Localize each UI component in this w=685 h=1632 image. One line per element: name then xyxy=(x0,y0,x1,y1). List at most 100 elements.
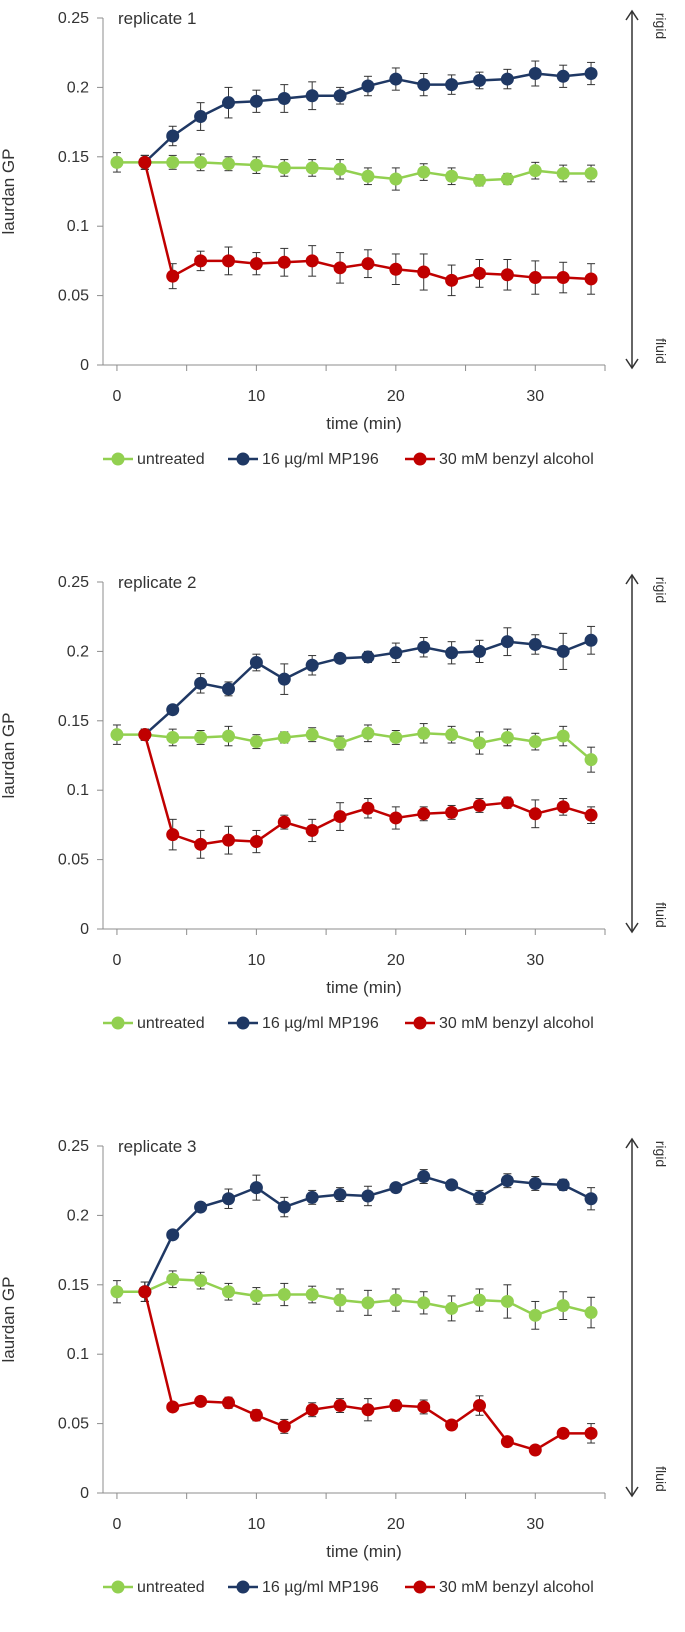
data-point xyxy=(249,1289,263,1303)
data-point xyxy=(222,1396,235,1410)
data-point xyxy=(194,676,208,690)
data-point xyxy=(389,1399,403,1413)
data-point xyxy=(528,1308,542,1322)
data-point xyxy=(556,166,570,180)
data-point xyxy=(277,1200,291,1214)
data-point xyxy=(138,728,152,742)
data-point xyxy=(277,730,291,744)
data-point xyxy=(556,271,570,285)
x-tick-label: 30 xyxy=(526,952,544,969)
data-point xyxy=(584,753,598,767)
data-point xyxy=(389,172,403,186)
data-point xyxy=(473,73,486,87)
data-point xyxy=(500,72,514,86)
y-tick-label: 0.2 xyxy=(67,1207,89,1224)
data-point xyxy=(473,798,486,812)
data-point xyxy=(166,730,180,744)
data-point xyxy=(333,651,347,665)
legend-label: untreated xyxy=(137,1579,205,1596)
arrow-head-up xyxy=(625,1137,639,1149)
data-point xyxy=(333,89,347,103)
data-point xyxy=(389,1181,403,1195)
fluid-label: fluid xyxy=(653,338,669,364)
data-point xyxy=(417,1400,431,1414)
x-tick-label: 30 xyxy=(526,1516,544,1533)
y-tick-label: 0.1 xyxy=(67,782,89,799)
x-tick-label: 20 xyxy=(387,1516,405,1533)
data-point xyxy=(305,1190,319,1204)
data-point xyxy=(249,94,263,108)
data-point xyxy=(110,728,124,742)
legend-item-2: 16 µg/ml MP196 xyxy=(228,1015,379,1032)
data-point xyxy=(333,1399,347,1413)
data-point xyxy=(445,78,459,92)
legend-item-3: 30 mM benzyl alcohol xyxy=(405,1015,594,1032)
data-point xyxy=(333,162,347,176)
data-point xyxy=(222,1192,235,1206)
series-line xyxy=(116,732,592,761)
data-point xyxy=(249,735,263,749)
data-point xyxy=(556,1178,570,1192)
data-point xyxy=(277,1288,291,1302)
x-tick-label: 10 xyxy=(247,952,265,969)
data-point xyxy=(305,254,319,268)
y-tick-label: 0.2 xyxy=(67,79,89,96)
series-3 xyxy=(138,728,598,859)
y-tick-label: 0.2 xyxy=(67,643,89,660)
data-point xyxy=(333,736,347,750)
series-2 xyxy=(138,60,598,170)
data-point xyxy=(528,271,542,285)
data-point xyxy=(445,1418,459,1432)
data-point xyxy=(556,69,570,83)
data-point xyxy=(361,1296,375,1310)
data-point xyxy=(222,96,235,110)
data-point xyxy=(249,1408,263,1422)
chart-panel-2: 0 0.05 0.1 0.15 0.2 0.25 0 10 20 30 time (min) laur… xyxy=(0,573,669,1032)
data-point xyxy=(138,155,152,169)
legend-label: 30 mM benzyl alcohol xyxy=(439,451,594,468)
data-point xyxy=(361,801,375,815)
data-point xyxy=(528,735,542,749)
legend-label: 30 mM benzyl alcohol xyxy=(439,1579,594,1596)
data-point xyxy=(333,810,347,824)
data-point xyxy=(194,730,208,744)
y-axis-title: laurdan GP xyxy=(0,1277,18,1363)
x-tick-label: 0 xyxy=(112,1516,121,1533)
data-point xyxy=(222,157,235,171)
legend-item-3: 30 mM benzyl alcohol xyxy=(405,1579,594,1596)
y-tick-label: 0.05 xyxy=(58,288,89,305)
y-tick-label: 0 xyxy=(80,921,89,938)
data-point xyxy=(445,1178,459,1192)
x-tick-label: 0 xyxy=(112,388,121,405)
x-tick-label: 20 xyxy=(387,388,405,405)
data-point xyxy=(166,1272,180,1286)
data-point xyxy=(194,1394,208,1408)
y-tick-label: 0.05 xyxy=(58,852,89,869)
data-point xyxy=(194,1274,208,1288)
y-tick-label: 0 xyxy=(80,357,89,374)
data-point xyxy=(249,257,263,271)
data-point xyxy=(194,110,208,124)
data-point xyxy=(277,672,291,686)
data-point xyxy=(528,164,542,178)
data-point xyxy=(584,1306,598,1320)
y-tick-label: 0.15 xyxy=(58,1277,89,1294)
data-point xyxy=(361,650,375,664)
data-point xyxy=(194,254,208,268)
data-point xyxy=(500,1435,514,1449)
data-point xyxy=(166,703,180,717)
data-point xyxy=(584,633,598,647)
series-2 xyxy=(138,625,598,742)
data-point xyxy=(166,269,180,283)
fluid-label: fluid xyxy=(653,1466,669,1492)
panel-title: replicate 2 xyxy=(118,573,196,592)
y-tick-label: 0.25 xyxy=(58,1138,89,1155)
legend-marker xyxy=(413,1580,427,1594)
chart-panel-3: 0 0.05 0.1 0.15 0.2 0.25 0 10 20 30 time (min) laur… xyxy=(0,1137,669,1596)
data-point xyxy=(305,728,319,742)
data-point xyxy=(361,257,375,271)
data-point xyxy=(500,172,514,186)
data-point xyxy=(166,828,180,842)
data-point xyxy=(528,637,542,651)
data-point xyxy=(305,658,319,672)
